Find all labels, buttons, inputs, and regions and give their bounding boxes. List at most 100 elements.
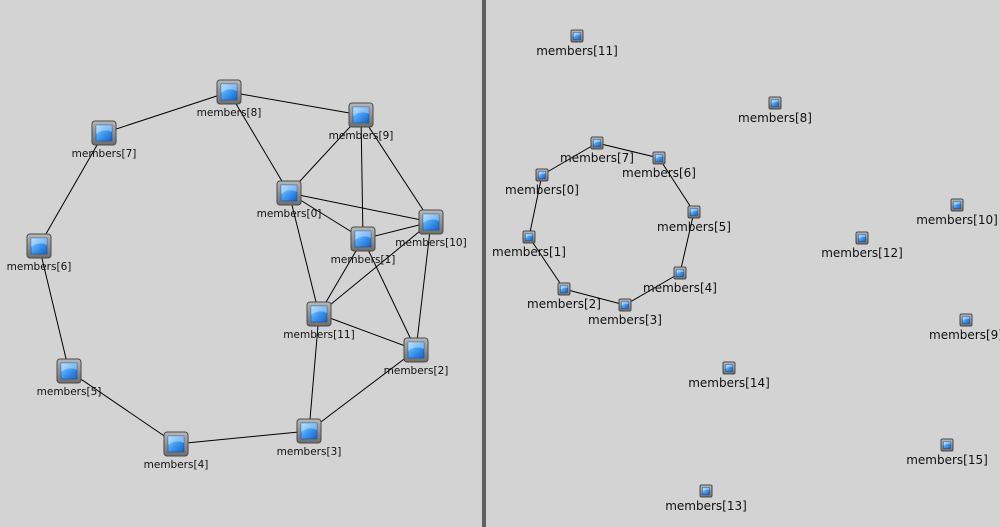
- computer-screen-icon: [163, 431, 189, 457]
- left-edge-7-8: [103, 91, 230, 134]
- right-node-13[interactable]: members[13]: [665, 484, 747, 513]
- right-edge-0-7: [541, 142, 598, 176]
- right-edges: [528, 142, 695, 306]
- computer-screen-icon: [699, 484, 713, 498]
- panel-divider[interactable]: [482, 0, 486, 527]
- left-edge-9-10: [360, 114, 432, 223]
- left-node-8[interactable]: members[8]: [197, 79, 262, 119]
- left-nodes: members[0] members[1] members[2] members[3]…: [7, 79, 467, 471]
- computer-screen-icon: [590, 136, 604, 150]
- left-node-label: members[2]: [384, 365, 449, 377]
- left-node-4[interactable]: members[4]: [144, 431, 209, 471]
- left-edge-3-2: [308, 349, 417, 432]
- left-node-label: members[6]: [7, 261, 72, 273]
- right-node-label: members[5]: [657, 220, 731, 234]
- left-node-label: members[10]: [395, 237, 466, 249]
- left-network-panel: members[0] members[1] members[2] members[3]…: [7, 79, 467, 471]
- right-node-9[interactable]: members[9]: [929, 313, 1000, 342]
- right-edge-6-5: [658, 157, 695, 213]
- left-node-11[interactable]: members[11]: [283, 301, 355, 341]
- computer-screen-icon: [56, 358, 82, 384]
- computer-screen-icon: [673, 266, 687, 280]
- left-node-0[interactable]: members[0]: [257, 180, 322, 220]
- right-node-label: members[12]: [821, 246, 903, 260]
- left-edge-11-3: [308, 313, 320, 432]
- right-edge-3-2: [563, 288, 626, 306]
- computer-screen-icon: [418, 209, 444, 235]
- right-node-14[interactable]: members[14]: [688, 361, 770, 390]
- computer-screen-icon: [618, 298, 632, 312]
- right-edge-5-4: [679, 211, 695, 274]
- left-node-label: members[3]: [277, 446, 342, 458]
- left-node-label: members[0]: [257, 208, 322, 220]
- left-edge-10-2: [415, 221, 432, 351]
- right-node-label: members[15]: [906, 453, 988, 467]
- computer-screen-icon: [722, 361, 736, 375]
- computer-screen-icon: [276, 180, 302, 206]
- computer-screen-icon: [768, 96, 782, 110]
- right-node-6[interactable]: members[6]: [622, 151, 696, 180]
- left-node-label: members[4]: [144, 459, 209, 471]
- left-node-5[interactable]: members[5]: [37, 358, 102, 398]
- computer-screen-icon: [296, 418, 322, 444]
- computer-screen-icon: [855, 231, 869, 245]
- right-node-8[interactable]: members[8]: [738, 96, 812, 125]
- left-node-label: members[9]: [329, 130, 394, 142]
- left-node-9[interactable]: members[9]: [329, 102, 394, 142]
- left-node-label: members[5]: [37, 386, 102, 398]
- computer-screen-icon: [557, 282, 571, 296]
- left-edge-11-2: [318, 313, 417, 351]
- computer-screen-icon: [535, 168, 549, 182]
- computer-screen-icon: [687, 205, 701, 219]
- left-node-10[interactable]: members[10]: [395, 209, 467, 249]
- left-edge-7-6: [38, 132, 105, 247]
- right-node-10[interactable]: members[10]: [916, 198, 998, 227]
- right-nodes: members[0] members[1] members[2] members[3]…: [492, 29, 1000, 513]
- right-node-label: members[6]: [622, 166, 696, 180]
- right-node-15[interactable]: members[15]: [906, 438, 988, 467]
- right-node-1[interactable]: members[1]: [492, 230, 566, 259]
- left-node-label: members[7]: [72, 148, 137, 160]
- computer-screen-icon: [350, 226, 376, 252]
- computer-screen-icon: [959, 313, 973, 327]
- right-node-label: members[13]: [665, 499, 747, 513]
- left-node-3[interactable]: members[3]: [277, 418, 342, 458]
- left-edge-9-1: [360, 114, 364, 240]
- left-node-2[interactable]: members[2]: [384, 337, 449, 377]
- computer-screen-icon: [950, 198, 964, 212]
- right-node-0[interactable]: members[0]: [505, 168, 579, 197]
- right-node-label: members[0]: [505, 183, 579, 197]
- left-node-label: members[11]: [283, 329, 354, 341]
- right-node-label: members[3]: [588, 313, 662, 327]
- left-node-6[interactable]: members[6]: [7, 233, 72, 273]
- left-node-7[interactable]: members[7]: [72, 120, 137, 160]
- left-edge-0-11: [288, 192, 320, 315]
- right-node-label: members[2]: [527, 297, 601, 311]
- left-edge-0-9: [288, 114, 362, 194]
- left-edge-6-5: [38, 245, 70, 372]
- right-node-7[interactable]: members[7]: [560, 136, 634, 165]
- computer-screen-icon: [403, 337, 429, 363]
- right-node-label: members[7]: [560, 151, 634, 165]
- right-node-12[interactable]: members[12]: [821, 231, 903, 260]
- right-node-5[interactable]: members[5]: [657, 205, 731, 234]
- right-node-3[interactable]: members[3]: [588, 298, 662, 327]
- right-edge-4-3: [624, 272, 681, 306]
- right-node-11[interactable]: members[11]: [536, 29, 618, 58]
- right-edge-7-6: [596, 142, 660, 159]
- right-node-label: members[4]: [643, 281, 717, 295]
- computer-screen-icon: [26, 233, 52, 259]
- computer-screen-icon: [348, 102, 374, 128]
- right-node-label: members[10]: [916, 213, 998, 227]
- right-node-label: members[8]: [738, 111, 812, 125]
- computer-screen-icon: [522, 230, 536, 244]
- right-node-4[interactable]: members[4]: [643, 266, 717, 295]
- right-node-label: members[9]: [929, 328, 1000, 342]
- left-node-1[interactable]: members[1]: [331, 226, 396, 266]
- computer-screen-icon: [306, 301, 332, 327]
- right-node-label: members[11]: [536, 44, 618, 58]
- left-edge-1-2: [362, 238, 417, 351]
- right-node-2[interactable]: members[2]: [527, 282, 601, 311]
- left-edge-10-11: [318, 221, 432, 315]
- left-node-label: members[8]: [197, 107, 262, 119]
